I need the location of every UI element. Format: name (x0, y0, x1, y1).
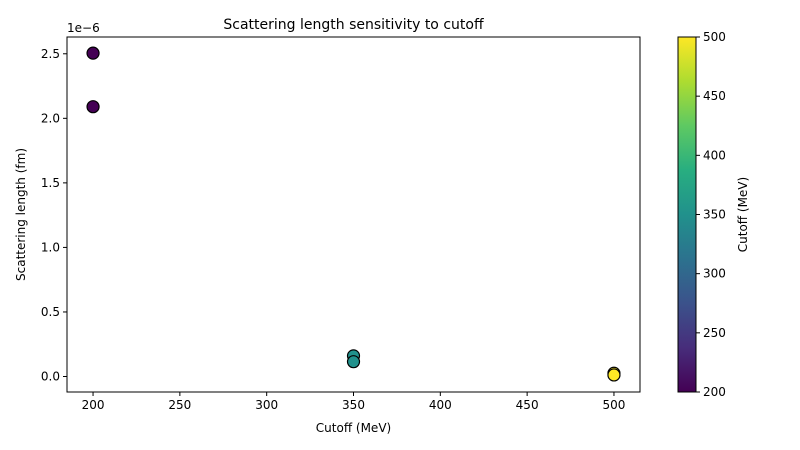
y-tick-label: 0.0 (41, 370, 60, 384)
chart-title: Scattering length sensitivity to cutoff (223, 17, 484, 33)
data-point-0 (86, 46, 100, 60)
colorbar-ticks: 200 250 300 350 400 450 500 (696, 30, 726, 399)
x-tick-label: 350 (342, 398, 365, 412)
x-tick-label: 250 (168, 398, 191, 412)
data-point-3 (346, 355, 361, 369)
plot-frame (66, 36, 641, 393)
x-axis-label: Cutoff (MeV) (316, 421, 391, 435)
y-tick-label: 2.0 (41, 111, 60, 125)
y-tick-label: 0.5 (41, 305, 60, 319)
data-point-5 (607, 368, 621, 382)
colorbar-tick-label: 200 (703, 385, 726, 399)
colorbar-tick-label: 450 (703, 89, 726, 103)
x-tick-label: 500 (603, 398, 626, 412)
x-tick-label: 450 (516, 398, 539, 412)
colorbar-tick-label: 400 (703, 148, 726, 162)
y-tick-label: 2.5 (41, 47, 60, 61)
x-tick-label: 400 (429, 398, 452, 412)
x-tick-label: 300 (255, 398, 278, 412)
colorbar-tick-label: 300 (703, 267, 726, 281)
y-tick-label: 1.0 (41, 240, 60, 254)
colorbar (677, 36, 697, 393)
y-tick-label: 1.5 (41, 176, 60, 190)
y-offset-label: 1e−6 (67, 21, 100, 35)
colorbar-tick-label: 250 (703, 326, 726, 340)
colorbar-tick-label: 350 (703, 208, 726, 222)
data-points (86, 46, 621, 382)
colorbar-label: Cutoff (MeV) (736, 177, 750, 252)
y-axis-ticks: 0.0 0.5 1.0 1.5 2.0 2.5 (41, 47, 67, 384)
colorbar-tick-label: 500 (703, 30, 726, 44)
x-tick-label: 200 (82, 398, 105, 412)
data-point-1 (86, 100, 100, 114)
x-axis-ticks: 200 250 300 350 400 450 500 (82, 392, 626, 412)
y-axis-label: Scattering length (fm) (14, 148, 28, 281)
